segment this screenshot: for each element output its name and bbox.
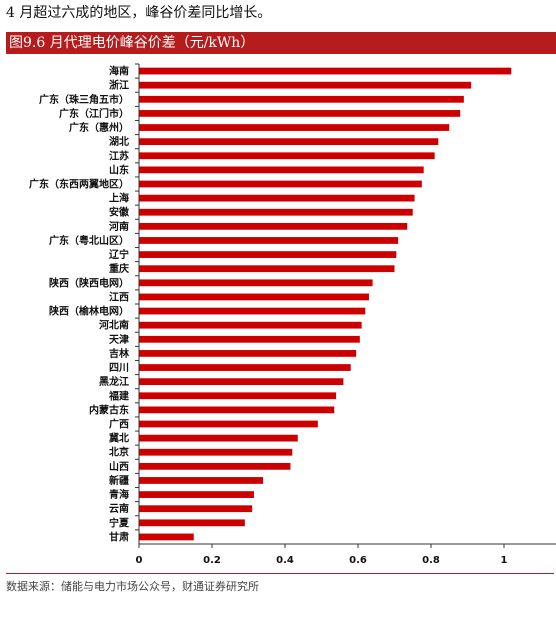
bar-21 <box>139 364 351 371</box>
bar-12 <box>139 237 399 244</box>
bar-20 <box>139 350 357 357</box>
bar-30 <box>139 491 254 498</box>
category-label-9: 上海 <box>109 192 129 205</box>
bar-17 <box>139 307 366 315</box>
bar-18 <box>139 321 362 329</box>
x-tick-label-4: 0.8 <box>422 555 440 566</box>
bar-4 <box>139 124 450 131</box>
category-label-11: 河南 <box>109 220 129 233</box>
bar-13 <box>139 251 397 258</box>
source-divider <box>6 573 554 574</box>
bar-16 <box>139 293 369 301</box>
x-tick-label-1: 0.2 <box>203 555 221 566</box>
bar-15 <box>139 279 373 287</box>
category-label-0: 海南 <box>109 65 129 78</box>
source-text: 数据来源：储能与电力市场公众号，财通证券研究所 <box>6 580 259 593</box>
intro-text: 4 月超过六成的地区，峰谷价差同比增长。 <box>6 5 272 21</box>
bar-3 <box>139 110 461 117</box>
bar-5 <box>139 138 439 146</box>
category-label-6: 江苏 <box>109 149 129 162</box>
category-labels: 海南浙江广东（珠三角五市）广东（江门市）广东（惠州）湖北江苏山东广东（东西两翼地… <box>29 65 130 544</box>
x-tick-label-5: 1 <box>501 555 508 566</box>
category-label-5: 湖北 <box>109 135 129 148</box>
category-label-29: 新疆 <box>109 474 129 487</box>
bar-29 <box>139 477 264 484</box>
bar-24 <box>139 406 335 414</box>
category-label-20: 吉林 <box>109 347 130 360</box>
bar-2 <box>139 95 464 103</box>
category-label-28: 山西 <box>109 460 129 473</box>
bar-32 <box>139 519 245 527</box>
category-label-16: 江西 <box>109 290 129 303</box>
category-label-18: 河北南 <box>99 319 129 332</box>
bar-14 <box>139 265 395 273</box>
category-label-10: 安徽 <box>109 206 130 219</box>
bar-28 <box>139 462 291 470</box>
bar-9 <box>139 194 415 202</box>
category-label-23: 福建 <box>108 389 130 402</box>
category-label-1: 浙江 <box>109 79 129 92</box>
category-label-12: 广东（粤北山区） <box>49 234 129 247</box>
category-label-17: 陕西（榆林电网） <box>49 305 129 318</box>
category-label-19: 天津 <box>109 333 129 346</box>
category-label-27: 北京 <box>109 446 129 459</box>
category-label-33: 甘肃 <box>109 530 129 543</box>
bar-0 <box>139 67 512 75</box>
bar-8 <box>139 180 422 188</box>
bar-27 <box>139 448 293 456</box>
bar-23 <box>139 392 337 400</box>
category-label-31: 云南 <box>109 502 129 515</box>
category-label-32: 宁夏 <box>109 516 130 529</box>
chart-title: 图9.6 月代理电价峰谷价差（元/kWh） <box>6 32 556 54</box>
bar-6 <box>139 152 435 160</box>
category-label-26: 冀北 <box>109 432 129 445</box>
category-label-7: 山东 <box>109 163 129 176</box>
category-label-13: 辽宁 <box>109 248 129 261</box>
category-label-25: 广西 <box>109 418 129 431</box>
bar-33 <box>139 533 194 541</box>
bars-group <box>139 67 512 541</box>
x-tick-label-2: 0.4 <box>276 555 294 566</box>
bar-31 <box>139 505 253 513</box>
bar-26 <box>139 434 298 442</box>
tick-labels: 0 0.2 0.4 0.6 0.8 1 <box>136 555 508 566</box>
bar-22 <box>139 378 344 386</box>
category-label-15: 陕西（陕西电网） <box>49 276 129 289</box>
category-label-30: 青海 <box>109 488 129 501</box>
x-tick-label-0: 0 <box>136 555 143 566</box>
axes <box>135 63 556 548</box>
category-label-2: 广东（珠三角五市） <box>39 93 129 106</box>
bar-7 <box>139 166 424 174</box>
category-label-8: 广东（东西两翼地区） <box>29 178 129 191</box>
category-label-4: 广东（惠州） <box>69 121 129 134</box>
category-label-3: 广东（江门市） <box>59 107 129 120</box>
bar-19 <box>139 335 360 343</box>
bar-10 <box>139 208 413 216</box>
category-label-14: 重庆 <box>109 262 129 275</box>
x-tick-label-3: 0.6 <box>349 555 367 566</box>
category-label-24: 内蒙古东 <box>89 403 129 416</box>
bar-11 <box>139 222 408 230</box>
category-label-22: 黑龙江 <box>99 375 129 388</box>
bar-25 <box>139 420 318 428</box>
category-label-21: 四川 <box>109 362 129 374</box>
bar-chart: 海南浙江广东（珠三角五市）广东（江门市）广东（惠州）湖北江苏山东广东（东西两翼地… <box>29 63 556 566</box>
bar-1 <box>139 81 472 89</box>
